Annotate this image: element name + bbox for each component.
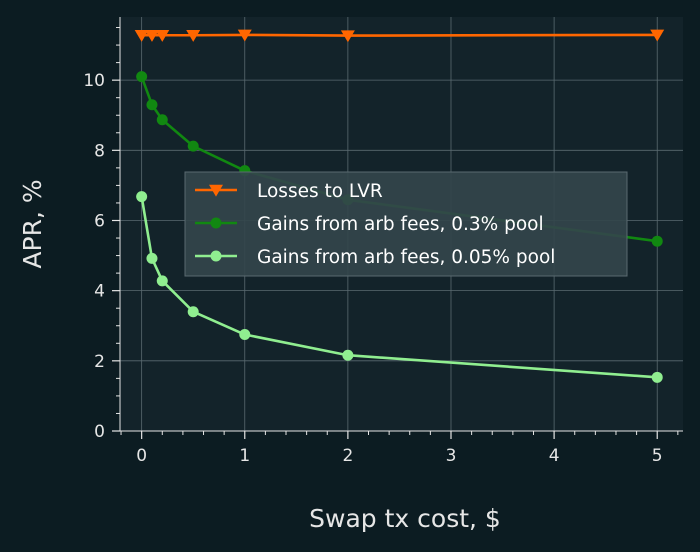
- data-point: [156, 275, 168, 287]
- legend-entry: Losses to LVR: [195, 181, 383, 202]
- y-tick-label: 2: [94, 352, 105, 372]
- legend-entry: Gains from arb fees, 0.3% pool: [195, 214, 544, 235]
- data-point: [342, 349, 354, 361]
- series-3: [136, 191, 663, 383]
- data-point: [146, 99, 158, 111]
- series-1: [134, 29, 665, 43]
- data-point: [134, 29, 149, 42]
- legend-marker: [209, 184, 223, 197]
- x-tick-label: 2: [342, 446, 353, 466]
- legend-label: Losses to LVR: [257, 181, 383, 202]
- data-point: [155, 29, 170, 42]
- x-tick-label: 3: [446, 446, 457, 466]
- data-point: [187, 140, 199, 152]
- data-point: [340, 30, 355, 43]
- series-line: [141, 33, 658, 37]
- data-point: [156, 114, 168, 126]
- y-tick-label: 6: [94, 211, 105, 231]
- data-point: [237, 29, 252, 42]
- y-tick-label: 4: [94, 282, 105, 302]
- axes: 0 1 2 3 4 5 0 2 4 6 8 10: [83, 17, 683, 466]
- data-point: [239, 329, 251, 341]
- legend-marker: [210, 217, 222, 229]
- legend-entry: Gains from arb fees, 0.05% pool: [195, 247, 555, 268]
- data-point: [651, 235, 663, 247]
- legend-box: [184, 171, 628, 277]
- legend: Losses to LVR Gains from arb fees, 0.3% p…: [184, 171, 628, 277]
- data-point: [651, 371, 663, 383]
- x-axis-label: Swap tx cost, $: [309, 504, 501, 533]
- x-tick-label: 0: [136, 446, 147, 466]
- data-point: [146, 252, 158, 264]
- data-point: [136, 191, 148, 203]
- data-point: [136, 71, 148, 83]
- x-tick-label: 1: [239, 446, 250, 466]
- y-tick-label: 10: [83, 71, 105, 91]
- legend-label: Gains from arb fees, 0.3% pool: [257, 214, 544, 235]
- data-point: [187, 306, 199, 318]
- x-tick-label: 4: [549, 446, 560, 466]
- y-tick-label: 8: [94, 141, 105, 161]
- y-axis-label: APR, %: [18, 179, 47, 268]
- data-point: [650, 29, 665, 42]
- data-point: [186, 29, 201, 42]
- data-point: [144, 29, 159, 42]
- legend-label: Gains from arb fees, 0.05% pool: [257, 247, 555, 268]
- legend-marker: [210, 250, 222, 262]
- x-tick-label: 5: [652, 446, 663, 466]
- y-tick-label: 0: [94, 422, 105, 442]
